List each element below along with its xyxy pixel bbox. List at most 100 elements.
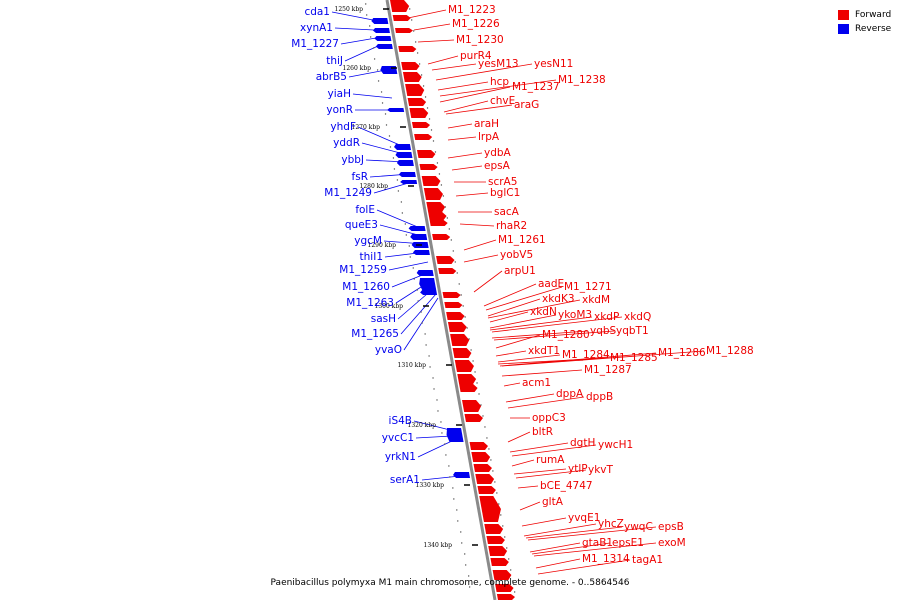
minor-tick-dot bbox=[392, 157, 395, 159]
reverse-gene bbox=[408, 226, 426, 231]
minor-tick-dot bbox=[498, 503, 500, 505]
forward-gene bbox=[488, 546, 508, 556]
minor-tick-dot bbox=[480, 404, 482, 406]
legend-swatch-reverse bbox=[838, 24, 849, 34]
gene-label-forward: M1_1284 bbox=[562, 349, 610, 361]
forward-gene bbox=[395, 28, 413, 33]
forward-gene bbox=[429, 220, 448, 226]
gene-label-forward: xkdT1 bbox=[528, 345, 560, 357]
forward-gene bbox=[471, 452, 491, 462]
gene-label-forward: epsA bbox=[484, 160, 511, 172]
minor-tick-dot bbox=[456, 272, 458, 274]
gene-label-forward: M1_1237 bbox=[512, 81, 560, 93]
gene-label-forward: arpU1 bbox=[504, 265, 536, 277]
minor-tick-dot bbox=[484, 426, 486, 428]
gene-label-reverse: M1_1249 bbox=[324, 187, 372, 199]
leader-line-forward bbox=[445, 104, 513, 115]
gene-label-forward: xkdP bbox=[594, 311, 619, 323]
gene-label-reverse: thiI1 bbox=[360, 251, 383, 263]
gene-label-forward: yesN11 bbox=[534, 58, 573, 70]
forward-gene bbox=[421, 176, 441, 186]
gene-label-forward: lrpA bbox=[478, 131, 500, 143]
gene-label-reverse: folE bbox=[355, 204, 375, 216]
minor-tick-dot bbox=[504, 536, 506, 538]
gene-label-reverse: cda1 bbox=[304, 6, 330, 18]
forward-gene bbox=[486, 536, 505, 544]
minor-tick-dot bbox=[468, 338, 470, 340]
reverse-gene bbox=[412, 250, 430, 255]
leader-line-reverse bbox=[352, 93, 393, 99]
forward-gene bbox=[490, 558, 509, 566]
forward-gene bbox=[438, 268, 457, 274]
minor-tick-dot bbox=[511, 580, 514, 582]
minor-tick-dot bbox=[408, 245, 410, 247]
minor-tick-dot bbox=[366, 14, 368, 16]
reverse-gene bbox=[400, 180, 418, 184]
gene-label-forward: yobV5 bbox=[500, 249, 533, 261]
gene-label-reverse: ybbJ bbox=[341, 154, 364, 166]
gene-label-reverse: queE3 bbox=[345, 219, 378, 231]
minor-tick-dot bbox=[450, 239, 452, 241]
leader-line-forward bbox=[417, 39, 455, 43]
leader-line-forward bbox=[485, 286, 563, 311]
minor-tick-dot bbox=[432, 140, 435, 142]
leader-line-forward bbox=[437, 81, 489, 91]
gene-label-forward: M1_1226 bbox=[452, 18, 500, 30]
legend-label-reverse: Reverse bbox=[855, 24, 892, 34]
leader-line-forward bbox=[509, 442, 569, 453]
forward-gene bbox=[423, 188, 443, 200]
leader-line-forward bbox=[523, 523, 597, 537]
gene-label-forward: xkdM bbox=[582, 294, 610, 306]
forward-gene bbox=[479, 496, 501, 522]
minor-tick-dot bbox=[373, 58, 376, 60]
minor-tick-dot bbox=[454, 261, 456, 263]
gene-label-reverse: M1_1263 bbox=[346, 297, 394, 309]
minor-tick-dot bbox=[452, 250, 454, 252]
chromosome-backbone bbox=[385, 0, 497, 600]
forward-gene bbox=[454, 360, 474, 372]
minor-tick-dot bbox=[444, 443, 446, 445]
gene-label-forward: xkdK3 bbox=[542, 293, 575, 305]
leader-line-forward bbox=[527, 526, 657, 541]
gene-label-forward: rumA bbox=[536, 454, 565, 466]
gene-label-forward: ywqC bbox=[624, 521, 653, 533]
forward-gene bbox=[473, 464, 492, 472]
forward-gene bbox=[426, 202, 446, 212]
minor-tick-dot bbox=[369, 36, 372, 38]
gene-label-forward: ytlP bbox=[568, 463, 588, 475]
minor-tick-dot bbox=[470, 349, 472, 351]
gene-label-forward: M1_1285 bbox=[610, 352, 658, 364]
gene-label-forward: dppA bbox=[556, 388, 584, 400]
minor-tick-dot bbox=[428, 118, 431, 120]
leader-line-forward bbox=[517, 485, 539, 489]
leader-line-forward bbox=[525, 526, 623, 539]
leader-line-reverse bbox=[361, 142, 405, 155]
gene-label-forward: tagA1 bbox=[632, 554, 663, 566]
reverse-gene bbox=[375, 44, 393, 49]
minor-tick-dot bbox=[478, 393, 480, 395]
leader-line-reverse bbox=[376, 209, 421, 229]
gene-label-reverse: yiaH bbox=[328, 88, 351, 100]
leader-line-forward bbox=[531, 542, 611, 555]
leader-line-forward bbox=[511, 444, 597, 457]
minor-tick-dot bbox=[420, 311, 422, 313]
gene-label-forward: M1_1288 bbox=[706, 345, 754, 357]
minor-tick-dot bbox=[409, 8, 411, 10]
forward-gene bbox=[484, 524, 504, 534]
minor-tick-dot bbox=[412, 267, 414, 269]
gene-label-reverse: fsR bbox=[352, 171, 368, 183]
forward-gene bbox=[495, 584, 514, 592]
leader-line-forward bbox=[427, 55, 459, 65]
minor-tick-dot bbox=[448, 228, 451, 230]
minor-tick-dot bbox=[465, 564, 467, 566]
reverse-gene bbox=[395, 152, 413, 158]
minor-tick-dot bbox=[474, 371, 476, 373]
leader-line-reverse bbox=[400, 293, 437, 335]
gene-label-forward: M1_1314 bbox=[582, 553, 630, 565]
minor-tick-dot bbox=[449, 476, 451, 478]
minor-tick-dot bbox=[420, 74, 423, 76]
leader-line-reverse bbox=[413, 420, 451, 431]
leader-line-reverse bbox=[334, 27, 375, 31]
reverse-gene bbox=[380, 66, 398, 74]
minor-tick-dot bbox=[393, 168, 396, 170]
